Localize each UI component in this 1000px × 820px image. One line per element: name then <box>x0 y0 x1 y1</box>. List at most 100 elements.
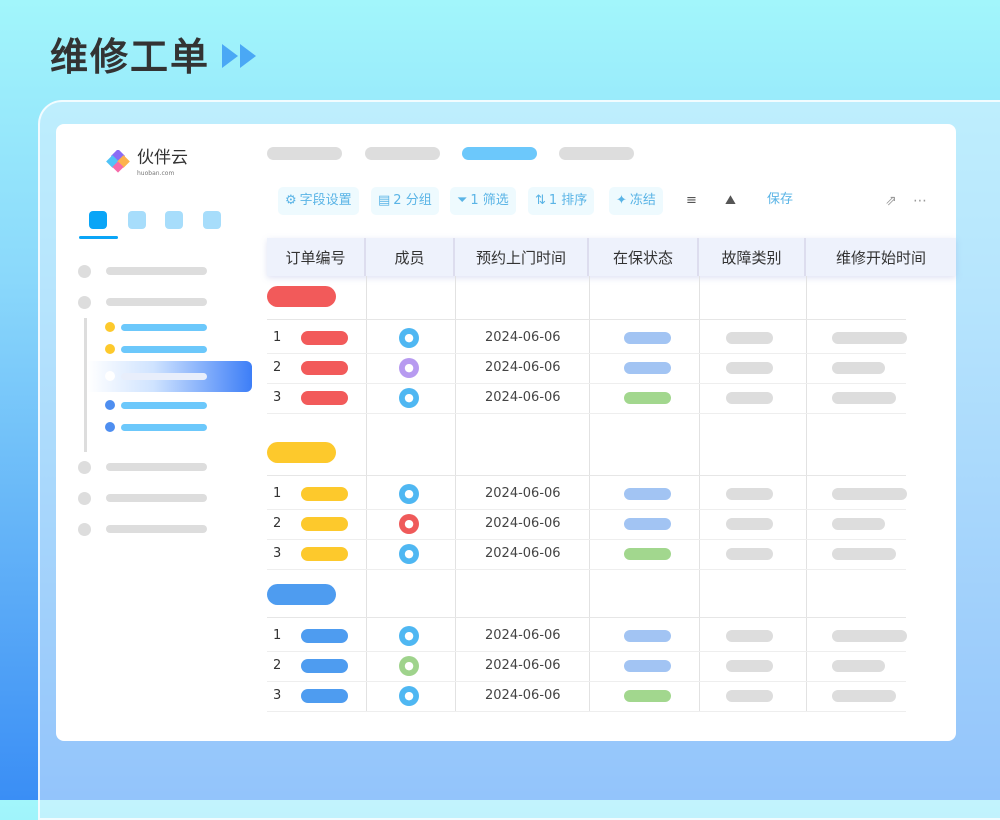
repair-start-time-placeholder <box>832 548 896 560</box>
group-label-pill[interactable] <box>267 584 336 605</box>
column-header[interactable]: 故障类别 <box>699 238 806 276</box>
freeze-button[interactable]: ✦ 冻结 <box>609 187 663 215</box>
sidebar-tab-4[interactable] <box>203 211 221 229</box>
appointment-date: 2024-06-06 <box>485 360 561 375</box>
fault-category-placeholder <box>726 332 773 344</box>
subitem-dot <box>105 422 115 432</box>
warranty-status-pill <box>624 630 671 642</box>
warranty-status-pill <box>624 488 671 500</box>
row-number: 1 <box>273 330 282 345</box>
group-divider <box>267 475 906 476</box>
member-avatar[interactable]: ● <box>399 686 419 706</box>
sidebar-subitem-3[interactable] <box>121 373 207 380</box>
row-number: 3 <box>273 390 282 405</box>
order-id-pill[interactable] <box>301 689 348 703</box>
view-tab-1[interactable] <box>267 147 342 160</box>
order-id-pill[interactable] <box>301 331 348 345</box>
subitem-dot <box>105 322 115 332</box>
warranty-status-pill <box>624 392 671 404</box>
group-button[interactable]: ▤ 2 分组 <box>371 187 439 215</box>
sidebar-item-1-label[interactable] <box>106 267 207 275</box>
sidebar-item-3[interactable] <box>78 461 91 474</box>
sidebar-item-5-label[interactable] <box>106 525 207 533</box>
column-divider <box>589 276 590 712</box>
sidebar-item-5[interactable] <box>78 523 91 536</box>
row-number: 1 <box>273 628 282 643</box>
view-tab-3-active[interactable] <box>462 147 537 160</box>
row-number: 2 <box>273 516 282 531</box>
member-avatar[interactable]: ● <box>399 626 419 646</box>
row-number: 3 <box>273 546 282 561</box>
tree-line <box>84 318 87 452</box>
warranty-status-pill <box>624 362 671 374</box>
warranty-status-pill <box>624 518 671 530</box>
member-avatar[interactable]: ● <box>399 484 419 504</box>
order-id-pill[interactable] <box>301 487 348 501</box>
order-id-pill[interactable] <box>301 361 348 375</box>
pin-icon: ✦ <box>616 193 627 208</box>
active-tab-indicator <box>79 236 118 239</box>
group-divider <box>267 319 906 320</box>
appointment-date: 2024-06-06 <box>485 486 561 501</box>
member-avatar[interactable]: ● <box>399 358 419 378</box>
subitem-dot <box>105 344 115 354</box>
sidebar-tab-3[interactable] <box>165 211 183 229</box>
group-divider <box>267 617 906 618</box>
logo-name: 伙伴云 <box>137 148 188 168</box>
group-label-pill[interactable] <box>267 442 336 463</box>
sidebar-item-2[interactable] <box>78 296 91 309</box>
warranty-status-pill <box>624 690 671 702</box>
appointment-date: 2024-06-06 <box>485 658 561 673</box>
fault-category-placeholder <box>726 660 773 672</box>
sidebar-item-2-label[interactable] <box>106 298 207 306</box>
member-avatar[interactable]: ● <box>399 514 419 534</box>
order-id-pill[interactable] <box>301 659 348 673</box>
sidebar-subitem-2[interactable] <box>121 346 207 353</box>
sidebar-tab-2[interactable] <box>128 211 146 229</box>
order-id-pill[interactable] <box>301 547 348 561</box>
logo-icon <box>106 150 130 173</box>
group-label-pill[interactable] <box>267 286 336 307</box>
member-avatar[interactable]: ● <box>399 388 419 408</box>
repair-start-time-placeholder <box>832 630 907 642</box>
column-divider <box>699 276 700 712</box>
row-divider <box>267 569 906 570</box>
member-avatar[interactable]: ● <box>399 656 419 676</box>
table-header: 订单编号 成员 预约上门时间 在保状态 故障类别 维修开始时间 <box>267 238 956 276</box>
sidebar-item-1[interactable] <box>78 265 91 278</box>
more-icon[interactable]: ⋯ <box>913 193 927 209</box>
row-number: 2 <box>273 360 282 375</box>
gear-icon: ⚙ <box>285 193 297 208</box>
sidebar-item-3-label[interactable] <box>106 463 207 471</box>
order-id-pill[interactable] <box>301 391 348 405</box>
column-header[interactable]: 成员 <box>366 238 455 276</box>
order-id-pill[interactable] <box>301 629 348 643</box>
chart-icon[interactable]: ⛰ <box>725 193 736 208</box>
sidebar-subitem-1[interactable] <box>121 324 207 331</box>
column-header[interactable]: 在保状态 <box>589 238 699 276</box>
share-icon[interactable]: ⇗ <box>885 193 897 209</box>
repair-start-time-placeholder <box>832 518 885 530</box>
sidebar-subitem-4[interactable] <box>121 402 207 409</box>
sidebar-tab-1[interactable] <box>89 211 107 229</box>
fault-category-placeholder <box>726 518 773 530</box>
sort-button[interactable]: ⇅ 1 排序 <box>528 187 595 215</box>
column-header[interactable]: 订单编号 <box>267 238 366 276</box>
field-settings-button[interactable]: ⚙ 字段设置 <box>278 187 359 215</box>
member-avatar[interactable]: ● <box>399 328 419 348</box>
sidebar-item-4-label[interactable] <box>106 494 207 502</box>
sidebar-item-4[interactable] <box>78 492 91 505</box>
row-height-icon[interactable]: ≡ <box>686 193 697 208</box>
view-tab-4[interactable] <box>559 147 634 160</box>
column-header[interactable]: 维修开始时间 <box>835 248 926 267</box>
column-header[interactable]: 预约上门时间 <box>455 238 589 276</box>
filter-button[interactable]: ⏷ 1 筛选 <box>450 187 516 215</box>
view-tab-2[interactable] <box>365 147 440 160</box>
row-divider <box>267 681 906 682</box>
save-button[interactable]: 保存 <box>767 192 794 207</box>
order-id-pill[interactable] <box>301 517 348 531</box>
member-avatar[interactable]: ● <box>399 544 419 564</box>
calendar-icon: ▤ <box>378 193 391 208</box>
forward-arrows-icon <box>222 44 258 68</box>
sidebar-subitem-5[interactable] <box>121 424 207 431</box>
